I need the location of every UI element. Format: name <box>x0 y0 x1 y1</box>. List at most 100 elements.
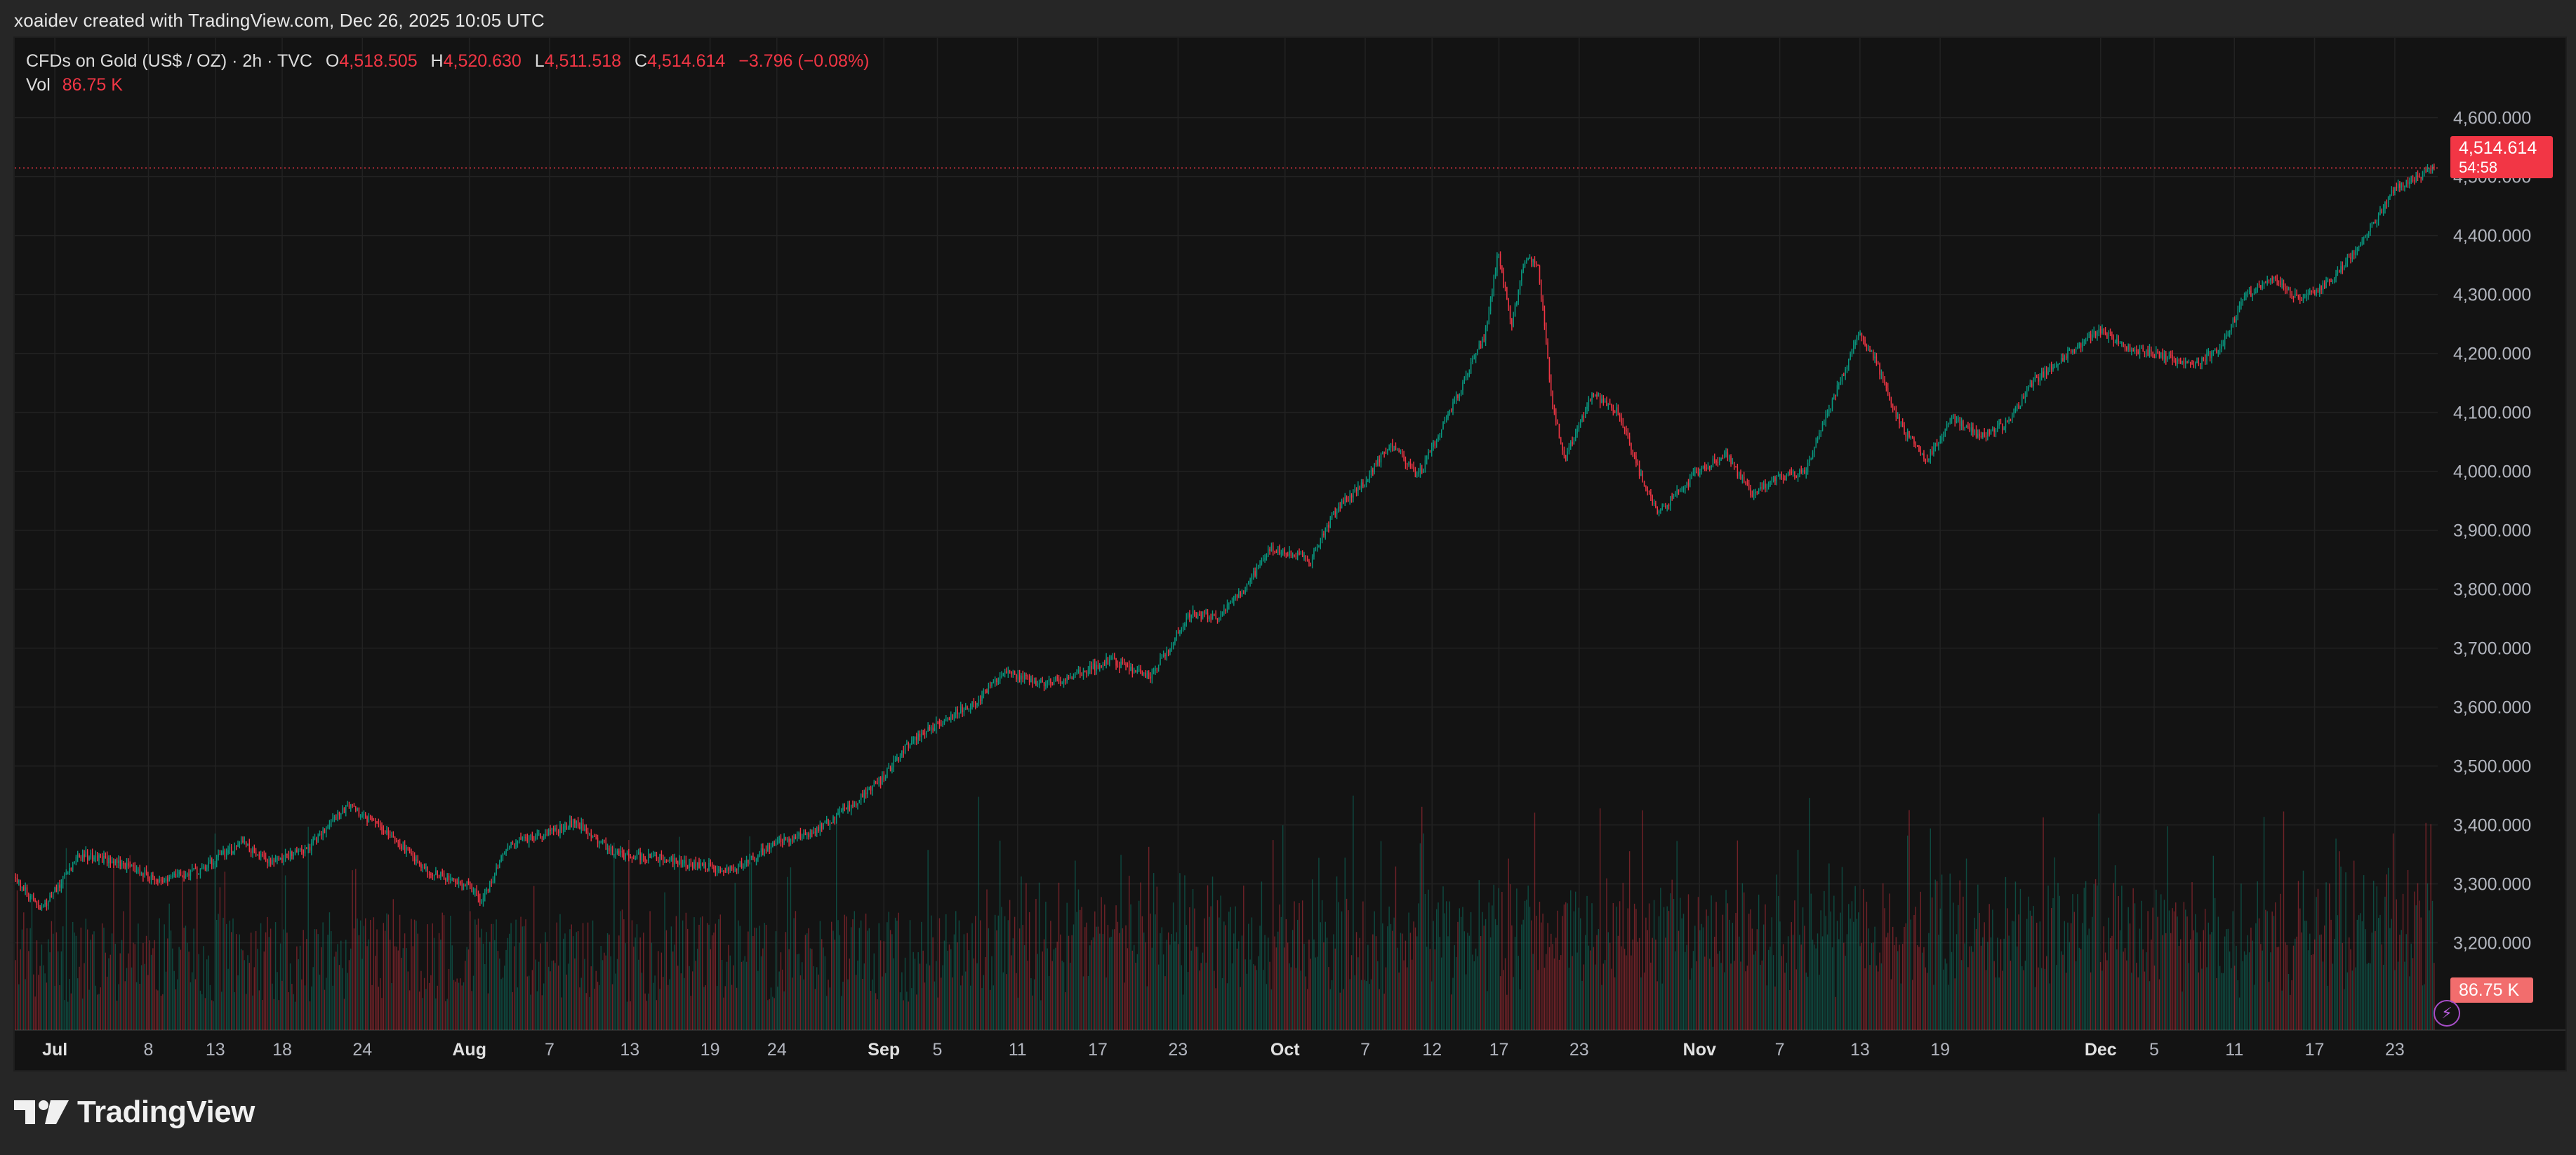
volume-bar <box>345 940 347 1030</box>
volume-bar <box>674 944 675 1030</box>
candle-body <box>343 808 345 813</box>
candle-body <box>1030 678 1032 683</box>
candle-body <box>1887 388 1889 394</box>
candle-body <box>1633 454 1635 457</box>
volume-bar <box>557 966 559 1030</box>
candle-body <box>274 860 277 862</box>
volume-bar <box>2384 896 2386 1030</box>
volume-bar <box>595 970 597 1030</box>
volume-bar <box>81 999 84 1030</box>
candle-body <box>2024 396 2026 399</box>
candle-body <box>86 851 88 860</box>
candle-body <box>298 850 299 853</box>
volume-bar <box>648 993 649 1030</box>
volume-bar <box>2013 921 2014 1030</box>
volume-bar <box>806 933 808 1030</box>
candle-body <box>2104 331 2106 335</box>
volume-bar <box>1162 954 1164 1030</box>
volume-bar <box>1678 930 1680 1030</box>
volume-bar <box>109 954 111 1030</box>
candle-body <box>1779 474 1781 476</box>
volume-bar <box>1871 943 1873 1030</box>
candle-body <box>839 811 841 813</box>
candle-body <box>1414 472 1416 477</box>
candle-body <box>819 824 821 831</box>
lightning-icon[interactable]: ⚡ <box>2434 1000 2460 1027</box>
price-chart[interactable]: 4,600.0004,500.0004,400.0004,300.0004,20… <box>15 38 2565 1070</box>
candle-body <box>741 862 743 868</box>
volume-bar <box>1408 912 1409 1030</box>
volume-bar <box>152 948 154 1030</box>
candle-body <box>2358 246 2360 248</box>
candle-body <box>2008 420 2010 422</box>
candle-body <box>585 829 587 832</box>
volume-bar <box>1143 932 1145 1030</box>
volume-bar <box>600 946 602 1030</box>
candle-body <box>1527 258 1529 261</box>
volume-bar <box>1884 908 1885 1030</box>
volume-bar <box>1691 968 1692 1030</box>
volume-bar <box>201 994 203 1030</box>
candle-body <box>1874 356 1875 359</box>
candle-body <box>1720 458 1722 461</box>
candle-body <box>1120 662 1122 668</box>
candle-body <box>1117 665 1119 667</box>
volume-bar <box>710 949 711 1030</box>
candle-body <box>2389 195 2391 197</box>
last-volume-badge: 86.75 K <box>2450 977 2533 1003</box>
candle-body <box>1472 358 1473 363</box>
candle-body <box>1445 418 1447 420</box>
candle-body <box>504 853 505 855</box>
candle-body <box>324 829 326 833</box>
volume-bar <box>1670 893 1671 1030</box>
candle-body <box>739 862 741 864</box>
volume-bar <box>1526 900 1527 1030</box>
volume-bar <box>1943 969 1944 1030</box>
candle-body <box>788 839 790 842</box>
candle-body <box>1897 417 1899 418</box>
candle-body <box>1740 472 1741 479</box>
candle-body <box>16 877 18 883</box>
volume-bar <box>2111 935 2113 1030</box>
volume-bar <box>1119 933 1120 1030</box>
chart-pane[interactable]: 4,600.0004,500.0004,400.0004,300.0004,20… <box>13 36 2567 1071</box>
volume-bar <box>922 950 924 1030</box>
volume-bar <box>1853 921 1854 1030</box>
volume-bar <box>162 994 164 1030</box>
candle-body <box>674 857 675 865</box>
volume-bar <box>1737 840 1739 1030</box>
volume-bar <box>696 948 698 1030</box>
volume-bar <box>1848 904 1850 1030</box>
volume-bar <box>884 973 887 1030</box>
candle-body <box>509 846 510 848</box>
candle-body <box>472 891 474 893</box>
candle-body <box>1901 422 1904 426</box>
symbol-label[interactable]: CFDs on Gold (US$ / OZ) · 2h · TVC <box>26 51 312 71</box>
volume-bar <box>899 992 901 1030</box>
candle-body <box>1238 592 1240 598</box>
volume-bar <box>644 993 646 1030</box>
candle-body <box>1038 683 1040 686</box>
candle-body <box>1028 676 1030 683</box>
tradingview-logo[interactable]: TradingView <box>14 1095 255 1130</box>
volume-bar <box>2191 882 2193 1030</box>
candle-body <box>1650 491 1652 496</box>
candle-body <box>938 721 941 726</box>
volume-bar <box>62 926 64 1030</box>
volume-bar <box>428 982 430 1030</box>
volume-label[interactable]: Vol <box>26 75 51 95</box>
candle-body <box>1035 681 1037 686</box>
candle-body <box>942 723 943 726</box>
volume-bar <box>1941 874 1943 1030</box>
volume-bar <box>1477 956 1478 1030</box>
candle-body <box>2314 291 2316 295</box>
candle-body <box>350 804 352 807</box>
volume-bar <box>1750 909 1751 1030</box>
candle-body <box>59 885 60 888</box>
volume-bar <box>2144 971 2146 1030</box>
candle-body <box>328 823 331 827</box>
volume-bar <box>628 840 630 1030</box>
volume-bar <box>226 923 227 1030</box>
volume-bar <box>2358 915 2360 1030</box>
volume-bar <box>799 975 802 1030</box>
